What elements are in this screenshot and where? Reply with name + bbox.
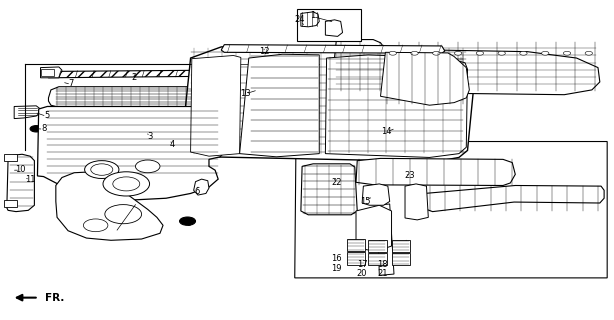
Polygon shape <box>325 55 467 157</box>
Polygon shape <box>181 46 475 162</box>
Text: 16: 16 <box>331 254 342 263</box>
Text: 17: 17 <box>357 260 367 269</box>
Bar <box>297 9 361 41</box>
Circle shape <box>103 172 150 196</box>
Polygon shape <box>378 204 394 275</box>
Polygon shape <box>56 172 163 240</box>
Text: 1: 1 <box>311 11 316 20</box>
Text: 3: 3 <box>147 132 152 140</box>
Polygon shape <box>381 52 469 105</box>
Circle shape <box>585 51 593 55</box>
Text: 10: 10 <box>15 165 26 174</box>
Polygon shape <box>295 141 607 278</box>
Circle shape <box>105 204 142 224</box>
Text: 22: 22 <box>331 178 341 187</box>
Polygon shape <box>392 253 410 265</box>
Text: 14: 14 <box>381 127 392 136</box>
Text: 23: 23 <box>405 172 415 180</box>
Polygon shape <box>49 87 222 108</box>
Bar <box>4 154 17 161</box>
Text: 2: 2 <box>131 73 137 82</box>
Polygon shape <box>405 184 429 220</box>
Polygon shape <box>301 12 319 27</box>
Text: 9: 9 <box>187 219 192 228</box>
Polygon shape <box>190 55 241 156</box>
Polygon shape <box>47 70 220 78</box>
Text: 13: 13 <box>241 89 251 98</box>
Polygon shape <box>221 45 445 53</box>
Text: 21: 21 <box>377 268 387 278</box>
Polygon shape <box>368 240 387 252</box>
Text: 4: 4 <box>169 140 175 149</box>
Polygon shape <box>347 252 365 265</box>
Text: 6: 6 <box>194 188 200 196</box>
Text: 8: 8 <box>41 124 46 132</box>
Polygon shape <box>325 20 343 36</box>
Polygon shape <box>356 158 515 186</box>
Polygon shape <box>141 127 155 133</box>
Circle shape <box>433 51 440 55</box>
Circle shape <box>542 51 549 55</box>
Polygon shape <box>41 67 62 78</box>
Circle shape <box>520 51 527 55</box>
Circle shape <box>563 51 570 55</box>
Circle shape <box>84 219 108 232</box>
Circle shape <box>91 164 113 175</box>
Polygon shape <box>362 184 390 205</box>
Polygon shape <box>193 179 209 195</box>
Text: 11: 11 <box>25 175 36 184</box>
Text: FR.: FR. <box>45 293 64 303</box>
Circle shape <box>454 51 462 55</box>
Text: 15: 15 <box>360 197 370 206</box>
Polygon shape <box>347 239 365 251</box>
Polygon shape <box>368 253 387 265</box>
Circle shape <box>411 51 418 55</box>
Circle shape <box>498 51 505 55</box>
Circle shape <box>30 125 42 132</box>
Circle shape <box>389 51 397 55</box>
Text: 24: 24 <box>294 15 305 24</box>
Text: 12: 12 <box>259 47 270 56</box>
Polygon shape <box>7 154 34 212</box>
Text: 20: 20 <box>357 268 367 278</box>
Text: 19: 19 <box>331 264 341 274</box>
Bar <box>4 200 17 207</box>
Bar <box>41 69 54 76</box>
Circle shape <box>179 217 195 225</box>
Polygon shape <box>14 106 41 119</box>
Polygon shape <box>392 240 410 252</box>
Text: 18: 18 <box>377 260 387 269</box>
Circle shape <box>476 51 484 55</box>
Polygon shape <box>356 205 392 250</box>
Polygon shape <box>37 107 226 200</box>
Text: 5: 5 <box>44 111 49 120</box>
Polygon shape <box>301 164 357 215</box>
Circle shape <box>136 160 160 173</box>
Circle shape <box>113 177 140 191</box>
Polygon shape <box>425 186 604 212</box>
Polygon shape <box>239 54 319 157</box>
Polygon shape <box>332 40 600 95</box>
Circle shape <box>85 161 119 179</box>
Polygon shape <box>165 136 179 142</box>
Text: 7: 7 <box>68 79 74 88</box>
